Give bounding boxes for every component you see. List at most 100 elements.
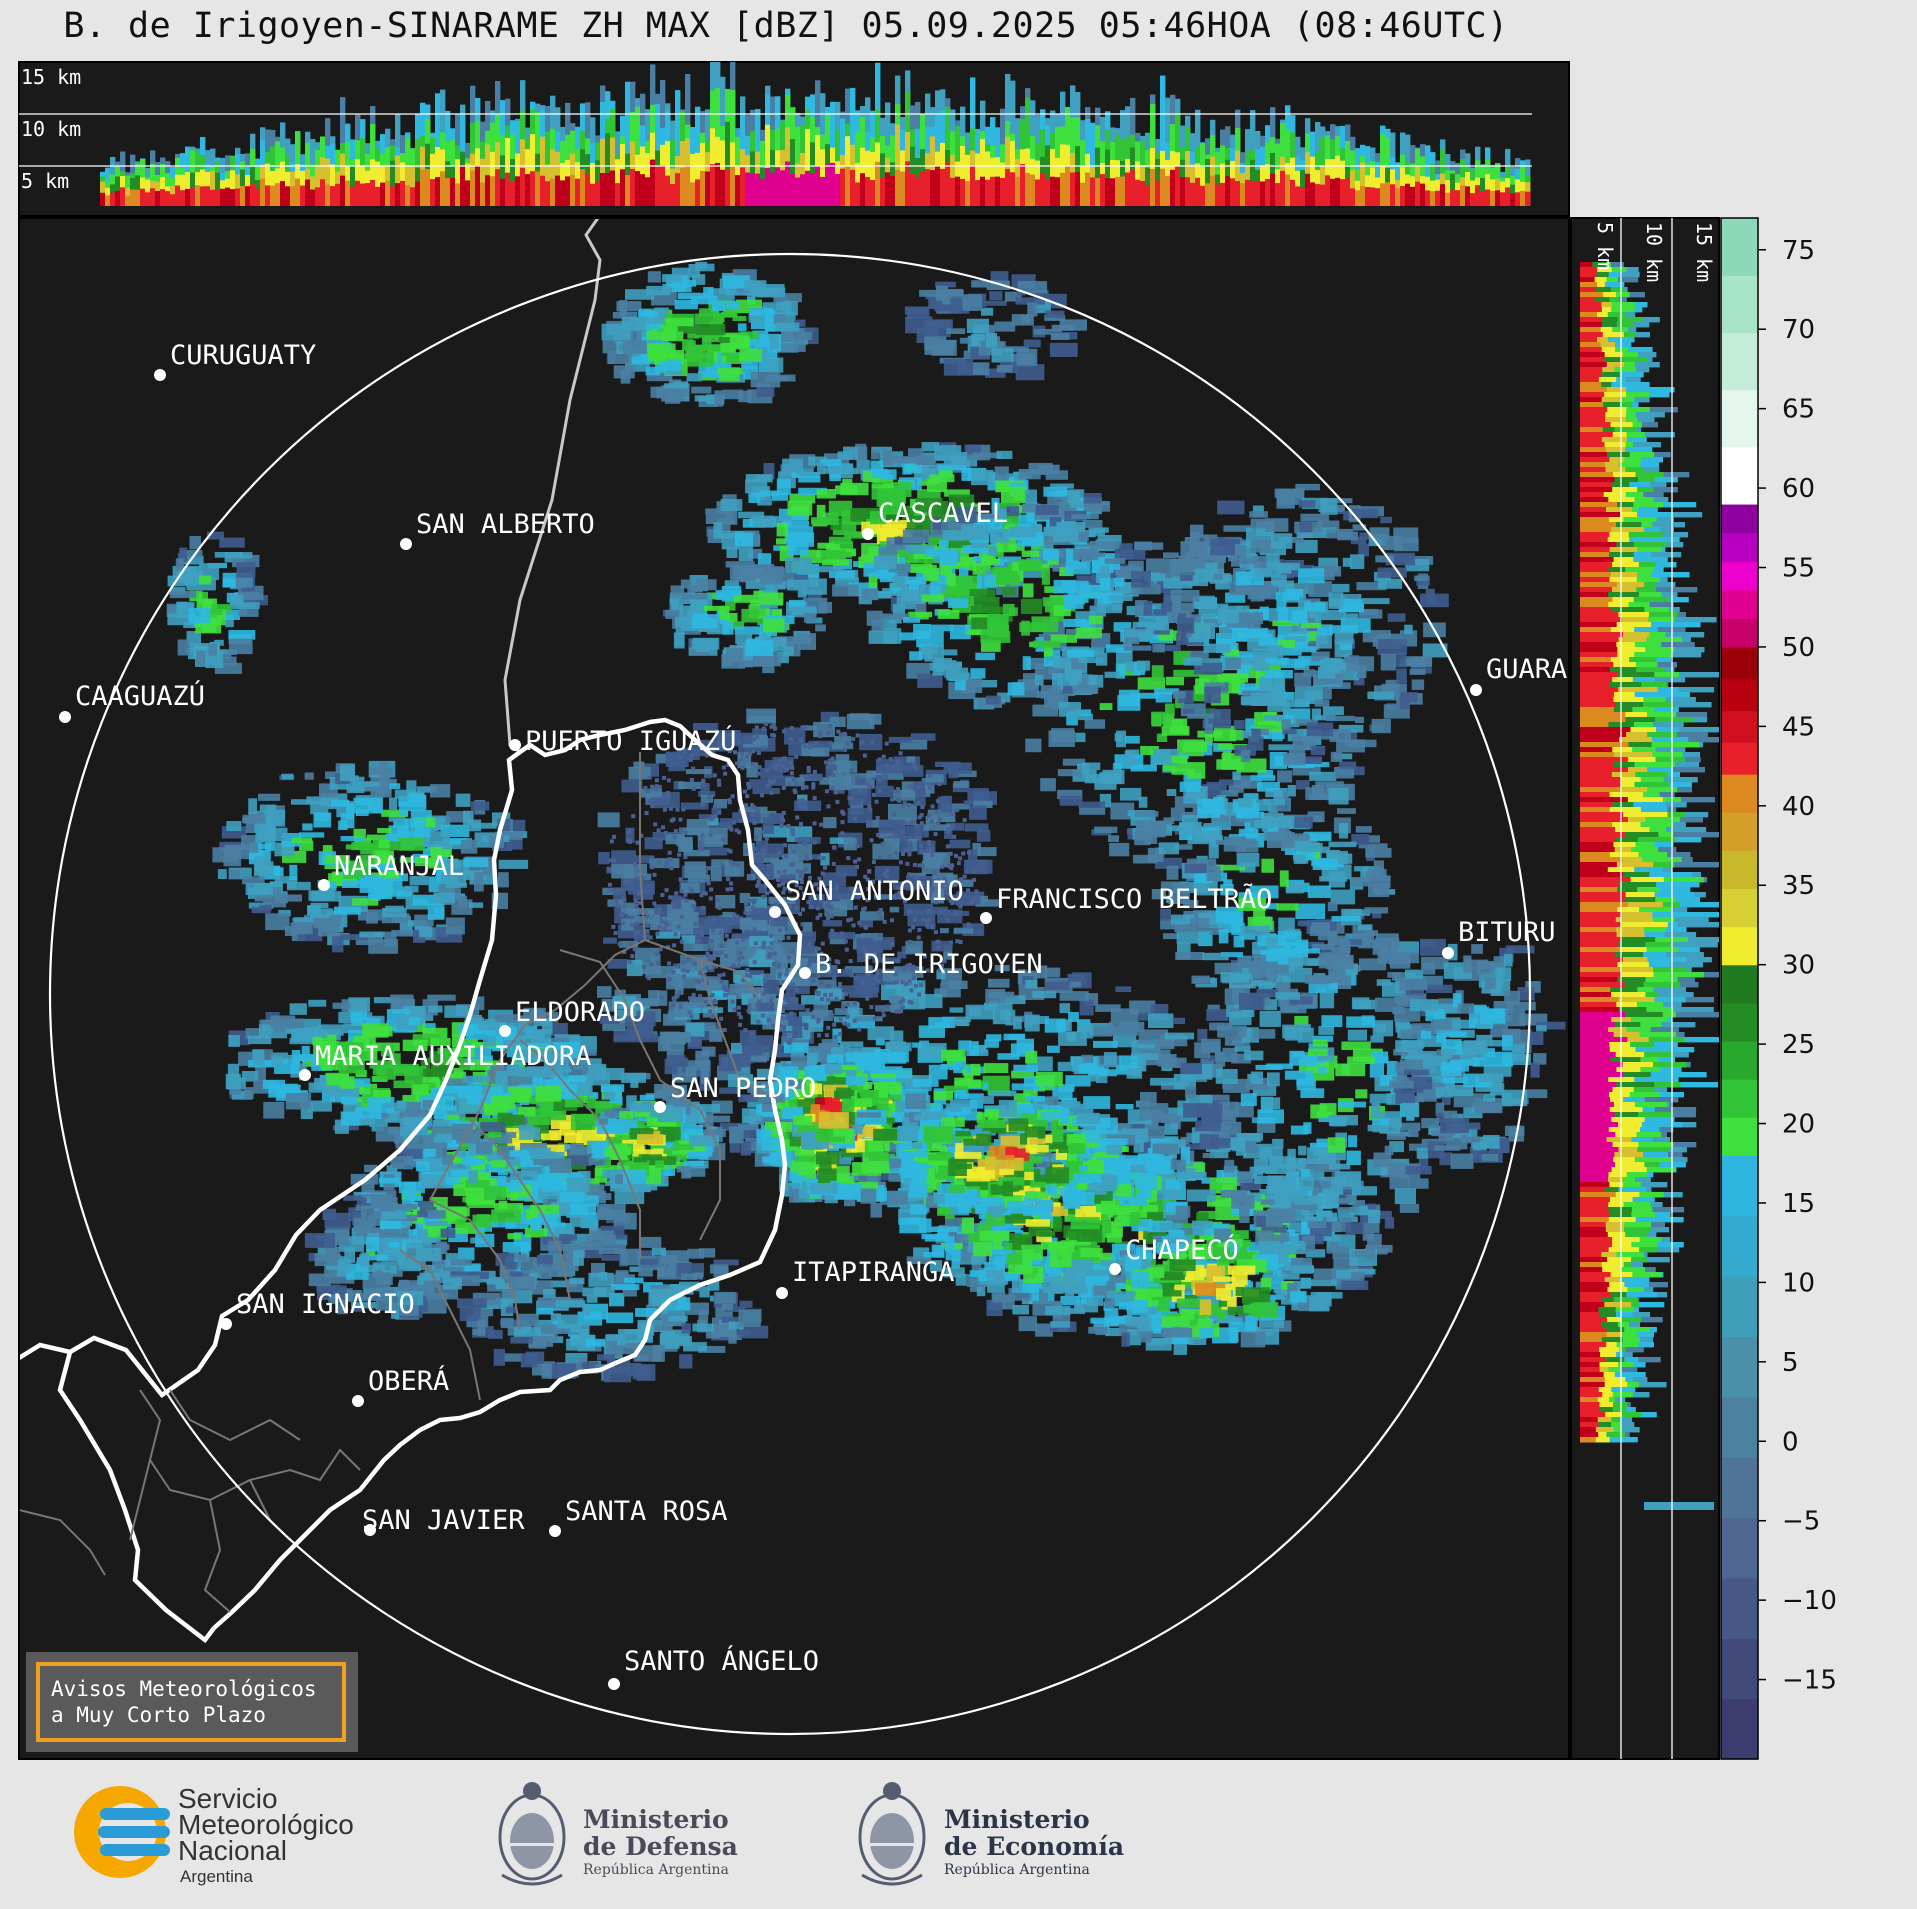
radar-echo xyxy=(1261,858,1274,873)
radar-echo xyxy=(800,725,817,731)
radar-echo xyxy=(650,919,666,931)
radar-echo xyxy=(1004,1272,1021,1282)
radar-echo xyxy=(688,264,700,278)
radar-echo xyxy=(1140,1092,1157,1106)
radar-echo xyxy=(1214,554,1226,564)
section-echo xyxy=(1470,193,1476,206)
section-echo xyxy=(1045,178,1051,206)
radar-echo xyxy=(720,499,743,512)
radar-echo xyxy=(719,818,733,828)
section-echo xyxy=(325,158,331,206)
radar-echo xyxy=(1392,972,1416,981)
section-echo xyxy=(490,176,496,206)
radar-echo xyxy=(1078,713,1093,721)
radar-echo xyxy=(1131,570,1151,588)
radar-echo xyxy=(1172,718,1188,734)
radar-echo xyxy=(1003,603,1015,617)
radar-echo xyxy=(757,553,772,566)
radar-echo xyxy=(1318,1066,1327,1073)
radar-echo xyxy=(1068,1227,1080,1241)
radar-echo xyxy=(1236,852,1260,867)
radar-echo xyxy=(1019,1234,1033,1245)
radar-echo xyxy=(1341,1280,1369,1290)
radar-echo xyxy=(1163,1057,1187,1068)
radar-echo xyxy=(1166,865,1179,880)
section-echo xyxy=(1360,162,1366,206)
section-echo xyxy=(120,187,126,206)
section-echo xyxy=(400,180,406,206)
radar-echo xyxy=(968,629,983,636)
radar-echo xyxy=(1060,1296,1080,1306)
radar-echo xyxy=(921,1233,946,1240)
radar-echo xyxy=(1300,762,1330,768)
radar-echo xyxy=(971,617,988,630)
radar-echo xyxy=(857,945,866,963)
radar-echo xyxy=(636,1011,656,1027)
radar-echo xyxy=(855,974,878,984)
radar-echo xyxy=(1137,1041,1159,1048)
radar-echo xyxy=(1161,602,1172,612)
section-echo xyxy=(660,165,666,206)
radar-echo xyxy=(1386,1061,1398,1077)
top-label-15km: 15 km xyxy=(21,65,81,89)
radar-echo xyxy=(1318,1234,1342,1242)
section-echo xyxy=(1160,168,1166,206)
radar-echo xyxy=(1002,587,1016,595)
radar-echo xyxy=(612,995,637,1010)
radar-echo xyxy=(1011,1070,1034,1079)
radar-echo xyxy=(1231,558,1244,567)
section-echo xyxy=(295,178,301,206)
radar-echo xyxy=(1381,535,1403,551)
radar-echo xyxy=(1063,1267,1076,1278)
radar-echo xyxy=(1334,1171,1362,1187)
section-echo xyxy=(555,175,561,206)
radar-echo xyxy=(1011,1083,1039,1091)
radar-echo xyxy=(997,1220,1021,1232)
section-echo xyxy=(455,159,461,206)
radar-echo xyxy=(1441,1097,1451,1105)
radar-echo xyxy=(1016,1244,1043,1261)
section-echo xyxy=(845,165,851,206)
radar-echo xyxy=(828,931,856,940)
radar-echo xyxy=(808,1019,824,1032)
radar-echo xyxy=(940,928,949,934)
radar-echo xyxy=(1057,789,1083,800)
radar-echo xyxy=(1109,842,1130,857)
section-echo xyxy=(870,152,876,206)
section-echo xyxy=(770,172,776,206)
radar-echo xyxy=(1143,572,1161,582)
section-echo xyxy=(1040,172,1046,206)
section-echo xyxy=(715,162,721,206)
radar-echo xyxy=(1172,691,1186,699)
radar-echo xyxy=(918,1025,945,1038)
radar-echo xyxy=(613,365,635,379)
radar-echo xyxy=(1291,610,1308,624)
section-echo xyxy=(690,182,696,206)
radar-echo xyxy=(1208,843,1219,859)
radar-echo xyxy=(1326,1246,1350,1254)
radar-echo xyxy=(1341,1041,1371,1050)
radar-echo xyxy=(1239,1281,1253,1293)
radar-echo xyxy=(1264,976,1291,988)
section-echo xyxy=(315,166,321,206)
radar-echo xyxy=(611,850,636,866)
radar-echo xyxy=(979,1230,1010,1241)
section-echo xyxy=(185,188,191,206)
radar-echo xyxy=(772,775,795,786)
section-echo xyxy=(460,166,466,206)
radar-echo xyxy=(1307,885,1331,898)
radar-echo xyxy=(1202,1153,1214,1158)
radar-echo xyxy=(1269,1156,1296,1167)
radar-echo xyxy=(663,1013,687,1026)
radar-echo xyxy=(1356,582,1387,591)
radar-echo xyxy=(1018,469,1041,480)
section-echo xyxy=(500,178,506,206)
radar-echo xyxy=(1072,769,1097,782)
radar-echo xyxy=(1235,1102,1254,1118)
section-echo xyxy=(190,188,196,206)
radar-echo xyxy=(1093,1252,1116,1263)
section-echo xyxy=(1445,192,1451,206)
radar-echo xyxy=(959,879,974,887)
radar-echo xyxy=(1119,1055,1144,1071)
radar-echo xyxy=(1331,916,1360,922)
